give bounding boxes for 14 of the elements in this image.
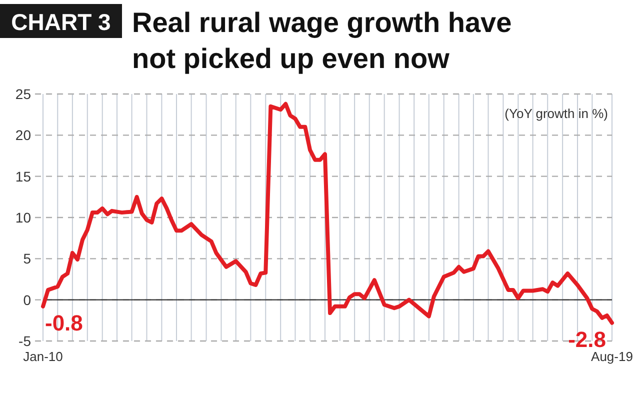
annotation: -0.8 (45, 310, 83, 336)
y-tick-label: 10 (15, 210, 32, 226)
y-tick-label: 5 (23, 250, 32, 267)
annotation: -2.8 (568, 326, 606, 352)
y-axis-title: (YoY growth in %) (504, 106, 608, 121)
y-tick-label: 0 (23, 292, 32, 308)
chart-title: Real rural wage growth have not picked up even now (132, 7, 512, 74)
y-tick-label: -5 (18, 333, 32, 349)
x-tick-label: Aug-19 (591, 349, 633, 364)
y-tick-label: 25 (15, 86, 32, 102)
caption: CHART 3 (11, 9, 111, 35)
y-tick-label: 15 (15, 168, 32, 184)
y-tick-label: 20 (15, 127, 32, 144)
x-tick-label: Jan-10 (23, 349, 63, 364)
